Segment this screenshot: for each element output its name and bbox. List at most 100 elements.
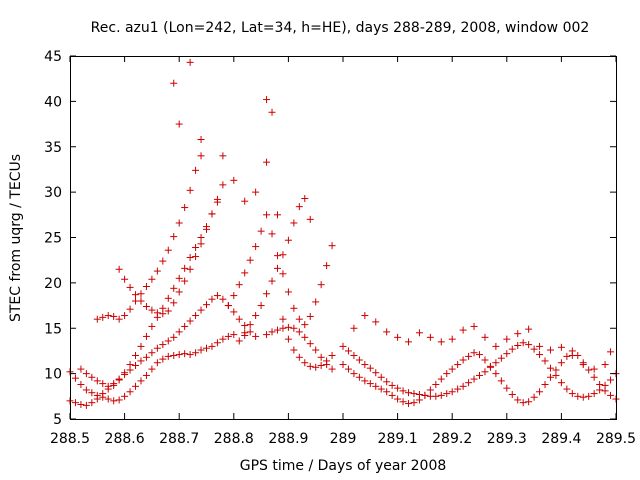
data-point bbox=[175, 219, 183, 227]
y-tick-label: 45 bbox=[44, 49, 62, 65]
data-point bbox=[246, 256, 254, 264]
data-point bbox=[388, 381, 396, 389]
data-point bbox=[492, 359, 500, 367]
data-point bbox=[301, 333, 309, 341]
data-point bbox=[192, 349, 200, 357]
data-point bbox=[568, 351, 576, 359]
chart-title: Rec. azu1 (Lon=242, Lat=34, h=HE), days … bbox=[91, 20, 590, 36]
data-point bbox=[497, 377, 505, 385]
data-point bbox=[350, 324, 358, 332]
data-point bbox=[181, 204, 189, 212]
y-tick-label: 35 bbox=[44, 140, 62, 156]
data-point bbox=[290, 304, 298, 312]
data-point bbox=[317, 353, 325, 361]
data-point bbox=[219, 181, 227, 189]
data-point bbox=[164, 307, 172, 315]
data-point bbox=[273, 326, 281, 334]
x-axis-label: GPS time / Days of year 2008 bbox=[240, 458, 447, 474]
data-point bbox=[252, 332, 260, 340]
data-point bbox=[557, 379, 565, 387]
data-point bbox=[301, 321, 309, 329]
data-point bbox=[481, 333, 489, 341]
data-point bbox=[372, 369, 380, 377]
data-point bbox=[465, 352, 473, 360]
data-point bbox=[241, 322, 249, 330]
data-point bbox=[355, 356, 363, 364]
data-point bbox=[142, 283, 150, 291]
data-point bbox=[192, 243, 200, 251]
data-point bbox=[476, 371, 483, 379]
data-point bbox=[383, 388, 391, 396]
data-point bbox=[290, 346, 298, 354]
data-point bbox=[175, 120, 183, 128]
data-point bbox=[557, 343, 565, 351]
data-point bbox=[110, 381, 118, 389]
data-point bbox=[121, 275, 129, 283]
data-point bbox=[519, 339, 527, 347]
data-points bbox=[66, 58, 620, 409]
data-point bbox=[203, 301, 210, 309]
data-point bbox=[181, 350, 189, 358]
x-tick-label: 289.5 bbox=[596, 431, 636, 447]
data-point bbox=[394, 395, 402, 403]
data-point bbox=[208, 295, 216, 303]
data-point bbox=[295, 315, 303, 323]
data-point bbox=[514, 330, 522, 338]
data-point bbox=[104, 312, 112, 320]
data-point bbox=[279, 270, 287, 278]
data-point bbox=[142, 371, 150, 379]
data-point bbox=[454, 385, 462, 393]
data-point bbox=[552, 366, 560, 374]
data-point bbox=[181, 277, 189, 285]
data-point bbox=[175, 351, 183, 359]
data-point bbox=[295, 203, 303, 211]
data-point bbox=[77, 381, 85, 389]
data-point bbox=[465, 379, 473, 387]
data-point bbox=[126, 388, 134, 396]
data-point bbox=[317, 281, 325, 289]
data-point bbox=[312, 363, 320, 371]
data-point bbox=[394, 384, 402, 392]
data-point bbox=[585, 392, 593, 400]
data-point bbox=[481, 356, 489, 364]
data-point bbox=[557, 359, 565, 367]
data-point bbox=[312, 346, 320, 354]
data-point bbox=[323, 357, 331, 365]
data-point bbox=[579, 361, 587, 369]
y-tick-label: 10 bbox=[44, 367, 62, 383]
data-point bbox=[235, 315, 243, 323]
data-point bbox=[546, 364, 554, 372]
data-point bbox=[503, 384, 511, 392]
data-point bbox=[263, 211, 271, 219]
data-point bbox=[536, 342, 544, 350]
data-point bbox=[241, 269, 249, 277]
data-point bbox=[601, 387, 609, 395]
data-point bbox=[148, 349, 156, 357]
data-point bbox=[263, 158, 271, 166]
data-point bbox=[121, 312, 129, 320]
data-point bbox=[82, 401, 90, 409]
data-point bbox=[273, 264, 281, 272]
data-point bbox=[197, 135, 205, 143]
data-point bbox=[508, 345, 516, 353]
data-point bbox=[530, 393, 538, 401]
data-point bbox=[328, 242, 336, 250]
data-point bbox=[607, 348, 615, 356]
data-point bbox=[306, 362, 314, 370]
data-point bbox=[366, 364, 374, 372]
data-point bbox=[82, 370, 90, 378]
data-point bbox=[115, 315, 123, 323]
data-point bbox=[252, 188, 260, 196]
data-point bbox=[121, 392, 129, 400]
data-point bbox=[132, 291, 140, 299]
data-point bbox=[312, 298, 320, 306]
data-point bbox=[284, 288, 292, 296]
data-point bbox=[235, 337, 243, 345]
data-point bbox=[415, 329, 423, 337]
data-point bbox=[186, 186, 194, 194]
data-point bbox=[230, 308, 238, 316]
data-point bbox=[252, 243, 260, 251]
data-point bbox=[181, 322, 189, 330]
data-point bbox=[497, 354, 505, 362]
data-point bbox=[306, 312, 314, 320]
